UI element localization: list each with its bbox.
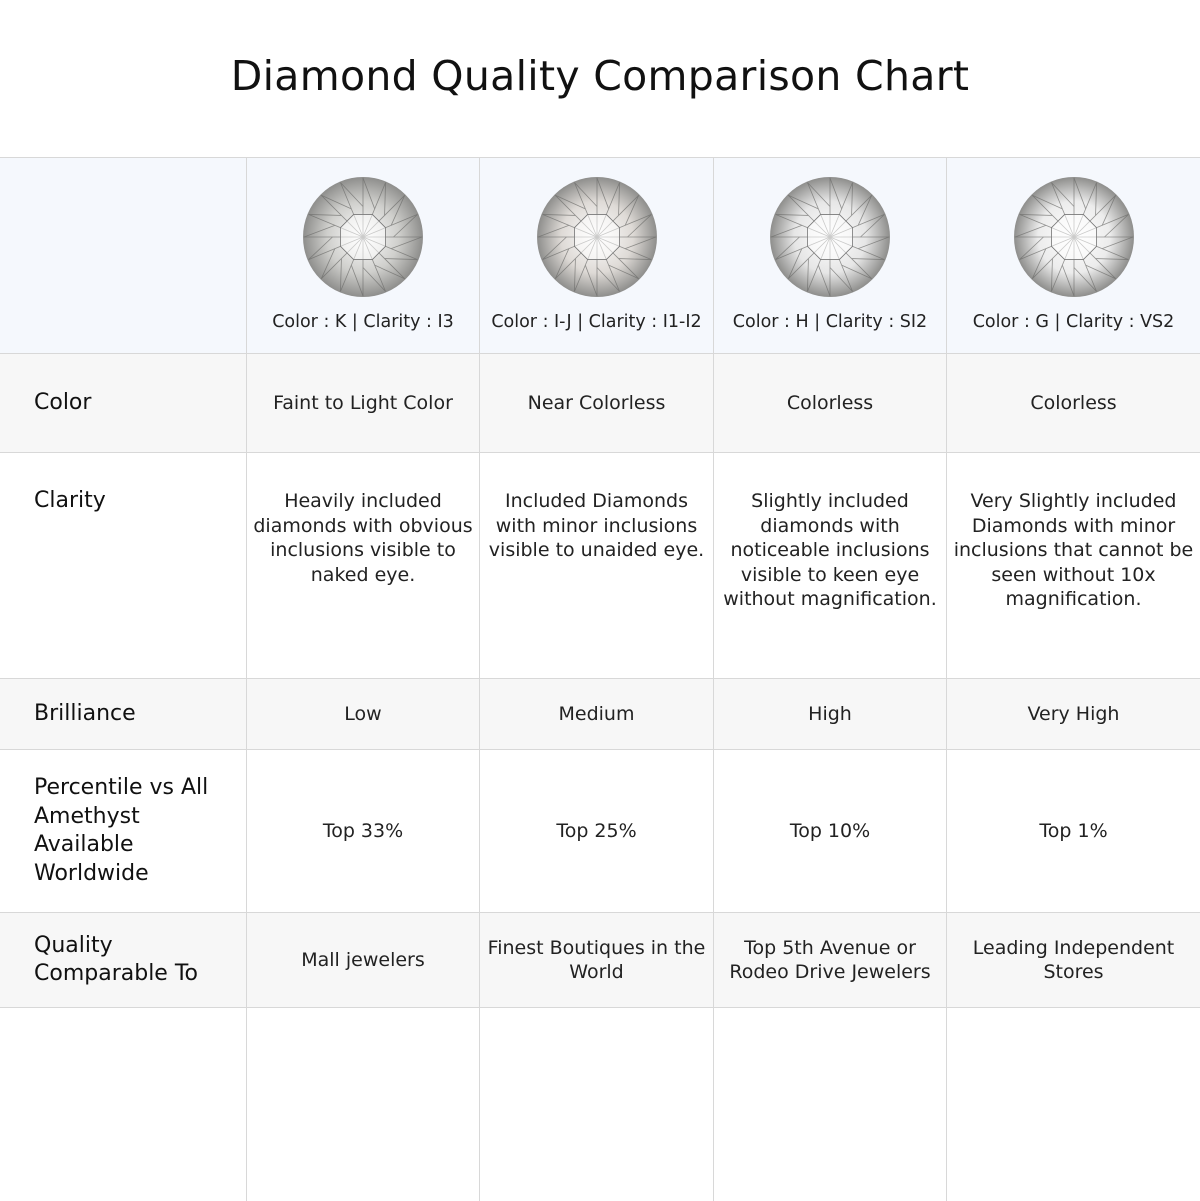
table-cell: Near Colorless [480,354,714,453]
comparison-table: Color : K | Clarity : I3 Color : I-J | Cl… [0,157,1200,1201]
diamond-header-cell: Color : K | Clarity : I3 [247,158,480,354]
table-cell: Low [247,679,480,750]
table-cell: Very High [947,679,1200,750]
grade-caption: Color : G | Clarity : VS2 [972,312,1175,332]
table-cell: Colorless [714,354,947,453]
row-label: Clarity [0,453,247,679]
row-label: Brilliance [0,679,247,750]
table-cell: Top 1% [947,750,1200,913]
table-cell: Top 10% [714,750,947,913]
diamond-image [536,177,657,297]
empty-cell [714,1008,947,1201]
diamond-image [770,177,890,297]
table-cell: Leading Independent Stores [947,913,1200,1008]
table-cell: Very Slightly included Diamonds with min… [947,453,1200,679]
table-cell: Heavily included diamonds with obvious i… [247,453,480,679]
page-title: Diamond Quality Comparison Chart [230,52,970,100]
diamond-image [303,177,423,297]
table-cell: Slightly included diamonds with noticeab… [714,453,947,679]
header-empty-cell [0,158,247,354]
empty-cell [0,1008,247,1201]
grade-caption: Color : I-J | Clarity : I1-I2 [491,312,702,332]
table-cell: Mall jewelers [247,913,480,1008]
row-label: Color [0,354,247,453]
table-cell: Finest Boutiques in the World [480,913,714,1008]
empty-cell [247,1008,480,1201]
table-cell: High [714,679,947,750]
table-cell: Top 5th Avenue or Rodeo Drive Jewelers [714,913,947,1008]
grade-caption: Color : H | Clarity : SI2 [732,312,928,332]
grade-caption: Color : K | Clarity : I3 [272,312,454,332]
diamond-header-cell: Color : I-J | Clarity : I1-I2 [480,158,714,354]
empty-cell [480,1008,714,1201]
diamond-image [1013,177,1134,297]
diamond-header-cell: Color : H | Clarity : SI2 [714,158,947,354]
table-cell: Included Diamonds with minor inclusions … [480,453,714,679]
table-cell: Faint to Light Color [247,354,480,453]
table-cell: Top 33% [247,750,480,913]
row-label: Quality Comparable To [0,913,247,1008]
empty-cell [947,1008,1200,1201]
table-cell: Top 25% [480,750,714,913]
row-label: Percentile vs All Amethyst Available Wor… [0,750,247,913]
table-cell: Medium [480,679,714,750]
diamond-header-cell: Color : G | Clarity : VS2 [947,158,1200,354]
table-cell: Colorless [947,354,1200,453]
